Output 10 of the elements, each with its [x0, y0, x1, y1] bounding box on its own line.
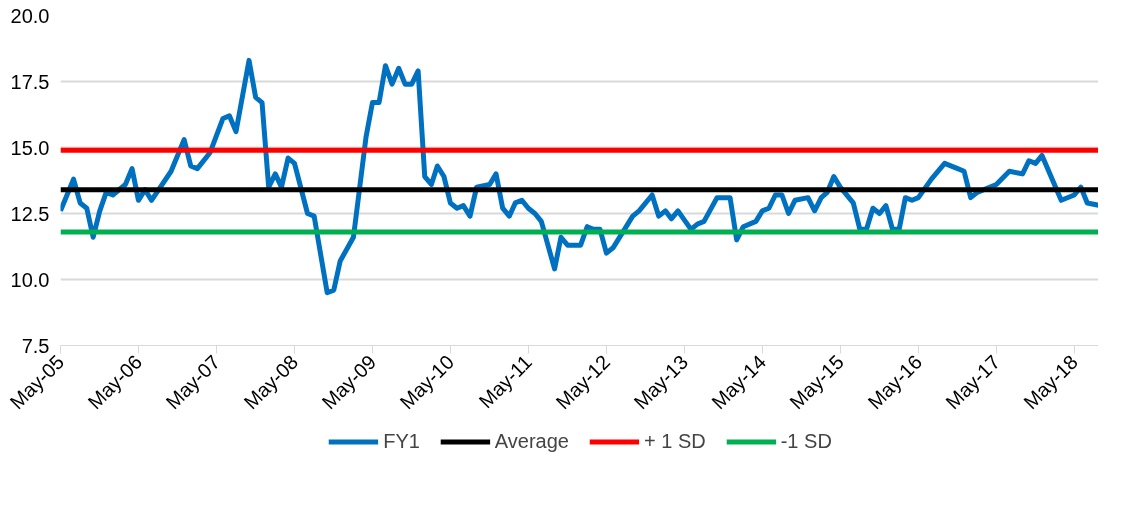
- y-tick-label: 10.0: [10, 268, 50, 291]
- legend-label: FY1: [383, 429, 420, 453]
- y-tick-label: 20.0: [10, 4, 50, 27]
- legend-label: -1 SD: [780, 429, 832, 453]
- y-tick-label: 15.0: [10, 136, 50, 159]
- y-tick-label: 7.5: [21, 334, 50, 357]
- y-tick-label: 17.5: [10, 70, 50, 93]
- y-tick-label: 12.5: [10, 202, 50, 225]
- legend-label: + 1 SD: [644, 429, 706, 453]
- legend-label: Average: [494, 429, 569, 453]
